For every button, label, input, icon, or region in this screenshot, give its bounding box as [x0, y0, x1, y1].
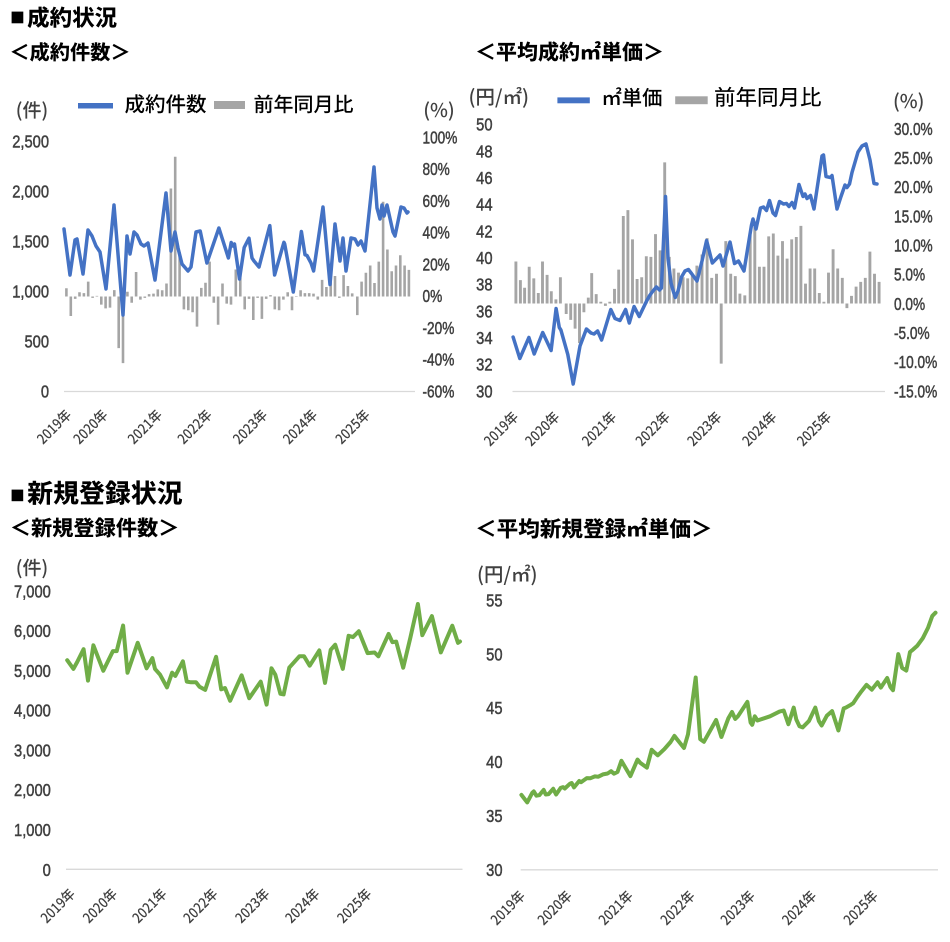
svg-text:2,500: 2,500: [12, 132, 49, 151]
svg-text:2,000: 2,000: [12, 182, 49, 201]
svg-text:500: 500: [24, 332, 49, 351]
svg-text:36: 36: [476, 302, 492, 321]
svg-text:1,000: 1,000: [12, 282, 49, 301]
svg-text:7,000: 7,000: [14, 582, 51, 601]
svg-text:50: 50: [476, 116, 492, 135]
svg-text:45: 45: [486, 699, 502, 718]
svg-text:40%: 40%: [423, 224, 450, 243]
svg-text:80%: 80%: [423, 161, 450, 180]
svg-text:35: 35: [486, 807, 502, 826]
svg-text:25.0%: 25.0%: [894, 150, 933, 169]
svg-text:15.0%: 15.0%: [894, 208, 933, 227]
svg-text:0: 0: [41, 382, 49, 401]
svg-text:50: 50: [486, 645, 502, 664]
svg-text:30: 30: [486, 861, 502, 880]
svg-text:55: 55: [486, 591, 502, 610]
svg-text:100%: 100%: [423, 129, 458, 148]
svg-text:0: 0: [43, 861, 51, 880]
svg-text:6,000: 6,000: [14, 622, 51, 641]
svg-text:42: 42: [476, 222, 492, 241]
svg-text:2,000: 2,000: [14, 781, 51, 800]
svg-text:-10.0%: -10.0%: [894, 354, 937, 373]
svg-text:3,000: 3,000: [14, 741, 51, 760]
svg-text:-20%: -20%: [423, 319, 455, 338]
svg-text:4,000: 4,000: [14, 702, 51, 721]
svg-text:38: 38: [476, 276, 492, 295]
svg-text:44: 44: [476, 196, 492, 215]
svg-text:60%: 60%: [423, 192, 450, 211]
svg-text:5,000: 5,000: [14, 662, 51, 681]
svg-text:34: 34: [476, 329, 492, 348]
svg-text:48: 48: [476, 142, 492, 161]
svg-text:-60%: -60%: [423, 383, 455, 402]
svg-text:40: 40: [486, 753, 502, 772]
svg-text:0%: 0%: [423, 288, 443, 307]
svg-text:20.0%: 20.0%: [894, 179, 933, 198]
svg-text:30.0%: 30.0%: [894, 120, 933, 139]
svg-text:1,000: 1,000: [14, 821, 51, 840]
svg-text:-15.0%: -15.0%: [894, 383, 937, 402]
svg-text:-40%: -40%: [423, 351, 455, 370]
svg-text:32: 32: [476, 356, 492, 375]
svg-text:1,500: 1,500: [12, 232, 49, 251]
svg-text:5.0%: 5.0%: [894, 266, 925, 285]
svg-text:10.0%: 10.0%: [894, 237, 933, 256]
svg-text:30: 30: [476, 382, 492, 401]
svg-text:-5.0%: -5.0%: [894, 325, 930, 344]
svg-text:0.0%: 0.0%: [894, 295, 925, 314]
svg-text:40: 40: [476, 249, 492, 268]
svg-text:46: 46: [476, 169, 492, 188]
svg-text:20%: 20%: [423, 256, 450, 275]
